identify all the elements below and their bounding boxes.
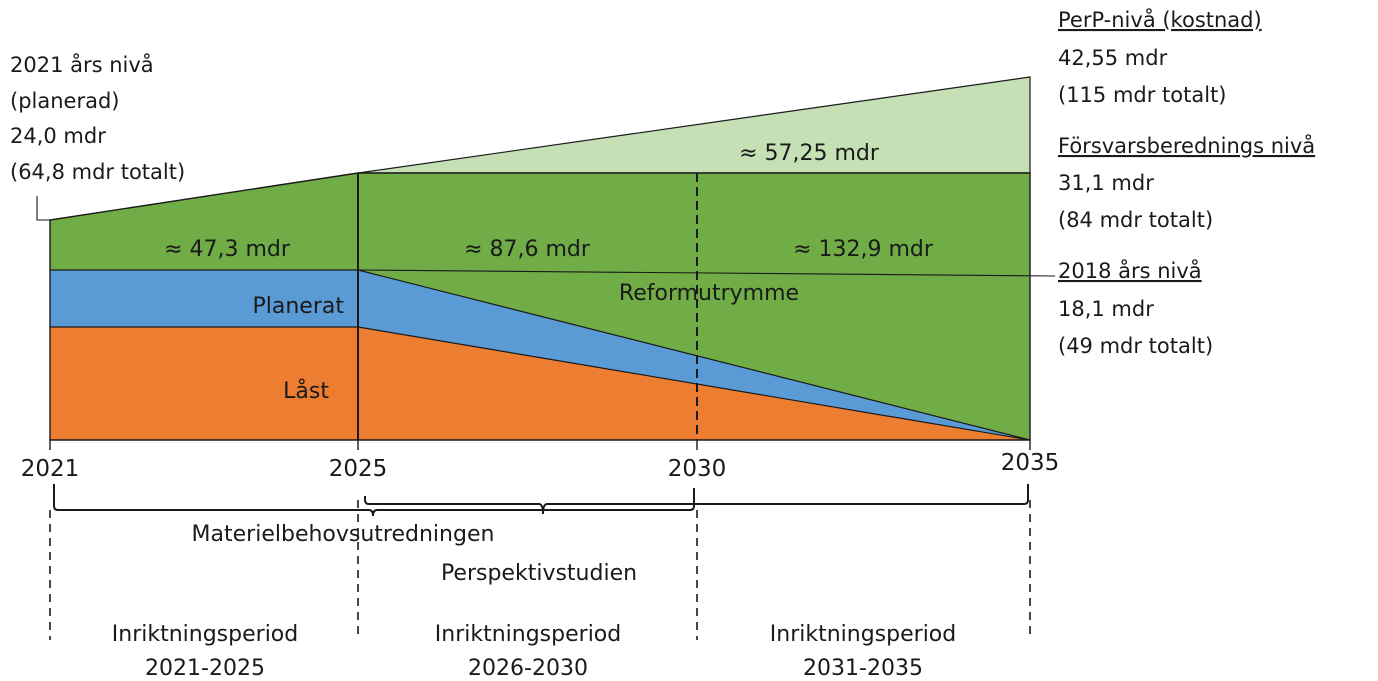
y2018-level-total: (49 mdr totalt) bbox=[1058, 334, 1213, 358]
area-value-third: ≈ 132,9 mdr bbox=[793, 237, 934, 262]
left-level-line-1: 2021 års nivå bbox=[10, 52, 154, 77]
perp-level-value: 42,55 mdr bbox=[1058, 46, 1168, 70]
last-label: Låst bbox=[283, 378, 329, 404]
perspektiv-label: Perspektivstudien bbox=[441, 561, 637, 586]
area-value-second: ≈ 87,6 mdr bbox=[464, 237, 591, 262]
materiel-label: Materielbehovsutredningen bbox=[192, 522, 495, 547]
period-3-years: 2031-2035 bbox=[803, 656, 923, 681]
reform-label: Reformutrymme bbox=[619, 281, 799, 306]
period-1-name: Inriktningsperiod bbox=[112, 622, 298, 647]
forsvar-level-total: (84 mdr totalt) bbox=[1058, 208, 1213, 232]
last-area bbox=[50, 327, 1030, 440]
last-slope-line bbox=[357, 326, 1031, 441]
leader-2021 bbox=[36, 196, 50, 221]
left-level-line-4: (64,8 mdr totalt) bbox=[10, 160, 185, 184]
area-value-perp: ≈ 57,25 mdr bbox=[739, 141, 880, 166]
year-label-2030: 2030 bbox=[668, 456, 727, 482]
y2018-level-title: 2018 års nivå bbox=[1058, 258, 1202, 283]
area-value-first: ≈ 47,3 mdr bbox=[164, 237, 291, 262]
planerat-slope-line bbox=[357, 269, 1031, 441]
period-2-years: 2026-2030 bbox=[468, 656, 588, 681]
perp-level-total: (115 mdr totalt) bbox=[1058, 83, 1227, 107]
year-label-2025: 2025 bbox=[329, 456, 388, 482]
y2018-level-value: 18,1 mdr bbox=[1058, 297, 1154, 321]
left-level-line-3: 24,0 mdr bbox=[10, 124, 106, 148]
leader-2018 bbox=[357, 269, 1056, 277]
perp-area bbox=[357, 76, 1031, 174]
brace-materiel bbox=[53, 484, 695, 517]
period-3-name: Inriktningsperiod bbox=[770, 622, 956, 647]
period-1-years: 2021-2025 bbox=[145, 656, 265, 681]
period-2-name: Inriktningsperiod bbox=[435, 622, 621, 647]
year-label-2035: 2035 bbox=[1001, 450, 1060, 476]
brace-perspektiv bbox=[364, 484, 1029, 515]
perp-level-title: PerP-nivå (kostnad) bbox=[1058, 7, 1262, 32]
left-level-line-2: (planerad) bbox=[10, 89, 119, 113]
forsvar-level-value: 31,1 mdr bbox=[1058, 171, 1154, 195]
forsvar-level-title: Försvarsberednings nivå bbox=[1058, 133, 1315, 158]
planerat-label: Planerat bbox=[253, 294, 345, 319]
year-label-2021: 2021 bbox=[21, 456, 80, 482]
